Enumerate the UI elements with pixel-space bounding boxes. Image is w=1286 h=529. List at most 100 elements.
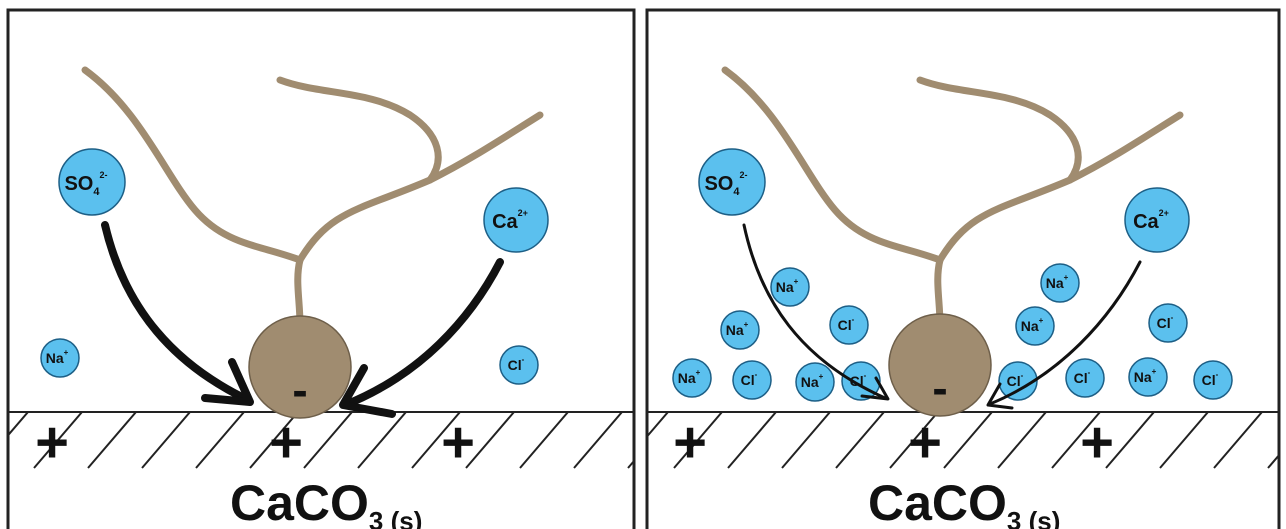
right-surface-charge-3: + [1080, 410, 1114, 475]
hatch-line [141, 412, 191, 469]
substrate-subscript: 3 (s) [1007, 506, 1060, 529]
right-molecule-branch-1 [721, 66, 944, 264]
ion-label: Na+ [726, 320, 749, 338]
ion-label: Cl- [1007, 371, 1024, 389]
ion-bubble [1193, 360, 1233, 400]
hatch-line [33, 412, 83, 469]
ion-bubble [58, 148, 126, 216]
right-arrow-calcium [988, 260, 1142, 406]
left-panel-frame [6, 8, 636, 529]
hatch-line [8, 412, 29, 437]
ion-bubble [1015, 306, 1055, 346]
hatch-line [781, 412, 831, 469]
small-ion-chloride: Cl- [1148, 303, 1188, 343]
ion-label: Na+ [1021, 316, 1044, 334]
ion-bubble [1148, 303, 1188, 343]
ion-symbol: SO [704, 173, 733, 195]
ion-label: Cl- [1202, 370, 1219, 388]
ion-superscript: - [852, 315, 855, 324]
ion-superscript: + [696, 368, 701, 377]
ion-symbol: Ca [1133, 211, 1159, 233]
ion-bubble [720, 310, 760, 350]
ion-symbol: Cl [741, 372, 755, 388]
ion-subscript: 4 [93, 186, 100, 198]
left-surface-charge-3: + [441, 410, 475, 475]
svg-text:SO42-: SO42- [64, 170, 107, 198]
ion-superscript: - [1088, 368, 1091, 377]
ion-bubble [1065, 358, 1105, 398]
hatch-line [647, 412, 669, 439]
ion-symbol: Na [801, 374, 819, 390]
right-arrow-sulfate [742, 223, 887, 400]
ion-symbol: Cl [508, 357, 522, 373]
ion-bubble [483, 187, 549, 253]
left-arrows [101, 221, 504, 418]
small-ion-sodium: Na+ [40, 338, 80, 378]
right-substrate-label: CaCO3 (s) [868, 475, 1060, 529]
hatch-line [249, 412, 299, 469]
left-surface-charge-2: + [269, 410, 303, 475]
small-ion-chloride: Cl- [732, 360, 772, 400]
ion-label: Cl- [741, 370, 758, 388]
ion-superscript: + [64, 348, 69, 357]
ion-superscript: - [1216, 370, 1219, 379]
ion-superscript: - [1021, 371, 1024, 380]
ion-bubble [770, 267, 810, 307]
hatch-line [303, 412, 353, 469]
ion-subscript: 4 [733, 186, 740, 198]
small-ion-chloride: Cl- [1193, 360, 1233, 400]
hatch-line [357, 412, 407, 469]
ion-label: Cl- [508, 355, 525, 373]
ion-bubble [732, 360, 772, 400]
hatch-line [465, 412, 515, 469]
left-ion-calcium: Ca2+ [483, 187, 549, 253]
ion-bubble [998, 361, 1038, 401]
ion-label: Na+ [776, 277, 799, 295]
right-head-charge: - [932, 362, 947, 414]
ion-bubble [829, 305, 869, 345]
ion-superscript: + [794, 277, 799, 286]
ion-superscript: 2- [740, 170, 748, 180]
ion-superscript: - [1171, 313, 1174, 322]
ion-label: Na+ [678, 368, 701, 386]
right-molecule-branch-3 [916, 76, 1082, 184]
right-arrows [742, 223, 1142, 410]
small-ion-sodium: Na+ [795, 362, 835, 402]
left-substrate-label: CaCO3 (s) [230, 475, 422, 529]
ion-symbol: Na [726, 322, 744, 338]
ion-superscript: + [1064, 273, 1069, 282]
ion-superscript: + [1152, 367, 1157, 376]
ion-symbol: Na [1021, 318, 1039, 334]
right-panel: Na+Na+ Cl-Na+ Cl- Na+ Cl- Cl-Na+Na+Cl-Cl- Na+C… [645, 8, 1281, 529]
ion-symbol: Na [1134, 369, 1152, 385]
left-molecule [81, 66, 544, 329]
ion-superscript: 2- [100, 170, 108, 180]
right-hatching [647, 412, 1279, 469]
left-surface-charge-1: + [35, 410, 69, 475]
ion-label: Cl- [1074, 368, 1091, 386]
ion-symbol: Na [46, 350, 64, 366]
hatch-line [889, 412, 939, 469]
small-ion-chloride: Cl- [1065, 358, 1105, 398]
left-molecule-branch-1 [81, 66, 304, 264]
substrate-formula: CaCO [868, 475, 1007, 529]
ion-symbol: Cl [1074, 370, 1088, 386]
small-ion-chloride: Cl- [829, 305, 869, 345]
right-panel-frame [645, 8, 1281, 529]
ion-symbol: Cl [1202, 372, 1216, 388]
ion-superscript: - [522, 355, 525, 364]
ion-bubble [672, 358, 712, 398]
hatch-line [411, 412, 461, 469]
small-ion-sodium: Na+ [1015, 306, 1055, 346]
ion-bubble [1040, 263, 1080, 303]
left-arrow-sulfate-head [201, 358, 254, 406]
ion-symbol: Na [678, 370, 696, 386]
svg-text:SO42-: SO42- [704, 170, 747, 198]
small-ion-sodium: Na+ [1040, 263, 1080, 303]
hatch-line [943, 412, 993, 469]
hatch-line [519, 412, 569, 469]
ion-bubble [1128, 357, 1168, 397]
right-surface-charge-1: + [673, 410, 707, 475]
left-small-ions: Na+ Cl- [40, 338, 539, 385]
ion-label: Na+ [1046, 273, 1069, 291]
